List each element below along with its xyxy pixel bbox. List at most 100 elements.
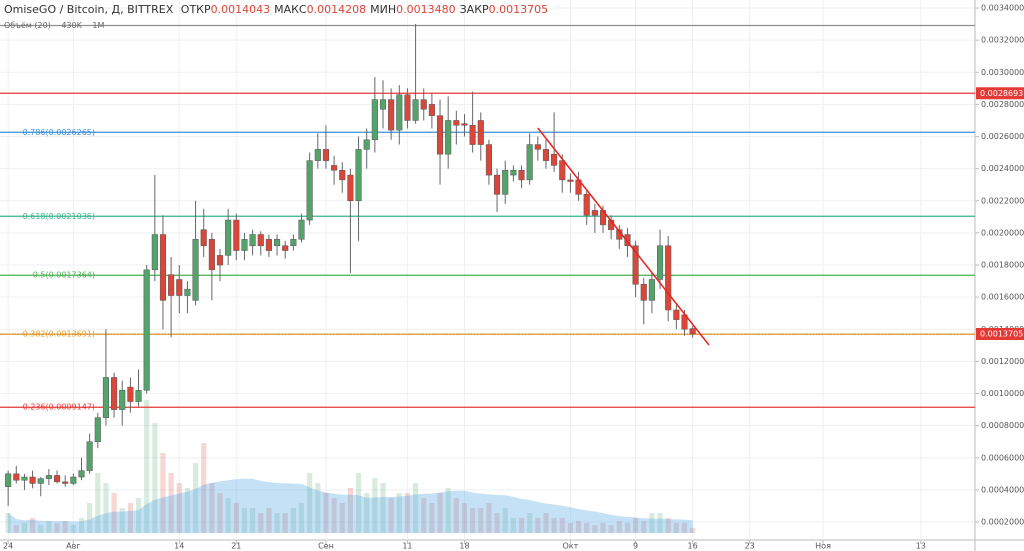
volume-bar [543,513,549,533]
candle-body [412,99,419,121]
volume-bar [551,518,557,533]
volume-bar [494,513,500,533]
x-tick-label: Сен [318,542,334,551]
volume-title: Объём (20) [4,21,51,30]
candle-body [298,219,305,240]
x-tick-label: 14 [174,542,184,551]
candle-body [257,234,264,246]
candle-body [371,99,378,140]
candle-body [510,170,517,176]
volume-bar [437,493,443,533]
volume-bar [690,527,696,533]
volume-bar [54,523,60,533]
candle-body [290,239,297,246]
volume-bar [21,523,28,533]
volume-bar [62,521,68,533]
volume-bar [527,513,533,533]
candle-body [453,120,460,126]
volume-bar [152,423,158,533]
volume-bar [323,493,329,533]
volume-bar [78,518,85,533]
candle-body [168,274,175,296]
candle-body [200,229,207,246]
volume-bar [13,525,19,533]
volume-bar [478,508,484,533]
volume-bar [176,483,182,533]
volume-bar [233,503,239,533]
candle-body [249,234,256,246]
volume-bar [135,498,142,533]
candle-body [339,170,346,181]
volume-bar [633,518,639,533]
candle-body [143,269,150,391]
volume-bar [144,400,150,533]
candle-body [542,149,550,161]
volume-bar [5,513,11,533]
y-tick-label: 0.0010000 [981,389,1024,398]
candle-body [363,139,370,150]
y-tick-label: 0.0008000 [981,421,1024,430]
volume-bar [339,503,345,533]
volume-bar [331,498,337,533]
header-label: ОТКР [180,3,211,16]
volume-bar [657,513,663,533]
y-tick-label: 0.0030000 [981,68,1024,77]
header-label: МАКС [274,3,307,16]
volume-bar [470,508,476,533]
candle-body [159,234,167,301]
volume-bar [559,518,565,533]
candle-body [648,279,655,301]
level-label: 0.382(0.0013691) [23,330,95,339]
y-tick-label: 0.0028000 [981,100,1024,109]
candle-body [208,239,215,271]
candle-body [233,219,240,251]
candle-body [29,476,36,484]
y-tick-label: 0.0024000 [981,164,1024,173]
volume-value: 430K [61,21,82,30]
volume-bar [111,493,117,533]
candle-body [526,144,533,181]
volume-bar [282,513,288,533]
candle-body [461,123,468,126]
volume-bar [290,508,296,533]
volume-bar [461,503,468,533]
candle-body [127,386,134,402]
volume-bar [584,523,590,533]
volume-bar [665,518,671,533]
candle-body [534,144,541,150]
price-marker-label: 0.0028693 [980,89,1023,98]
volume-bar [388,498,394,533]
volume-bar [355,473,362,533]
x-tick-label: Окт [563,542,579,551]
x-tick-label: 23 [745,542,755,551]
x-tick-label: 18 [459,542,469,551]
candle-body [216,255,224,266]
volume-bar [315,483,321,533]
candle-body [37,478,44,484]
header-label: МИН [370,3,397,16]
volume-bar [364,493,370,533]
candle-body [5,473,12,487]
candle-body [13,473,20,481]
x-tick-label: 16 [688,542,698,551]
y-tick-label: 0.0032000 [981,36,1024,45]
candle-body [583,194,590,216]
candle-body [322,149,330,161]
price-marker [976,328,1024,341]
candle-body [567,179,574,182]
volume-bar [421,498,427,533]
y-tick-label: 0.0018000 [981,261,1024,270]
volume-bar [87,503,93,533]
level-label: 0.786(0.0026265) [23,128,95,137]
volume-bar [192,463,199,533]
candle-body [379,99,387,110]
volume-bar [127,503,133,533]
volume-bar [429,503,435,533]
candle-body [445,120,452,155]
volume-bar [184,488,191,533]
volume-bar [453,498,459,533]
volume-bar [404,493,411,533]
candle-body [70,476,77,484]
candle-body [176,279,183,296]
candle-body [502,170,509,195]
